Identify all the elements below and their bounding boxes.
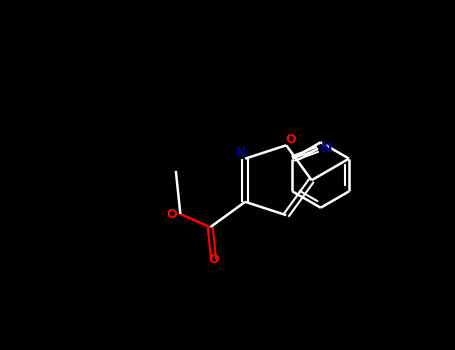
Text: N: N xyxy=(235,146,246,159)
Text: N: N xyxy=(320,141,332,155)
Text: O: O xyxy=(285,133,296,146)
Text: O: O xyxy=(167,208,177,221)
Text: O: O xyxy=(208,253,219,266)
